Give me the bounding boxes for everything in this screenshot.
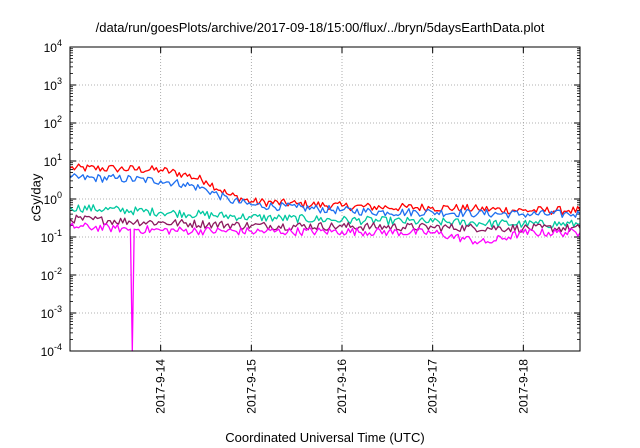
plot-frame [69,46,581,352]
x-tick-label: 2017-9-15 [244,359,258,414]
x-axis-label: Coordinated Universal Time (UTC) [225,430,425,445]
y-tick-label: 10-2 [41,266,62,283]
y-axis-label: cGy/day [28,173,44,222]
series-line-4 [69,214,581,233]
series-line-5 [69,222,581,352]
y-tick-label: 10-3 [41,304,62,321]
y-tick-label: 10-1 [41,228,62,245]
x-tick-label: 2017-9-17 [426,359,440,414]
y-tick-label: 100 [44,190,62,207]
x-tick-label: 2017-9-16 [335,359,349,414]
x-tick-label: 2017-9-18 [516,359,530,414]
series-line-3 [69,204,581,229]
y-tick-label: 103 [44,76,62,93]
chart-title: /data/run/goesPlots/archive/2017-09-18/1… [95,20,545,35]
y-tick-label: 101 [44,152,62,169]
y-tick-label: 10-4 [41,342,62,359]
x-tick-label: 2017-9-14 [154,359,168,414]
series-line-2 [69,173,581,219]
y-tick-label: 102 [44,114,62,131]
y-tick-label: 104 [44,38,62,55]
series-line-1 [69,163,581,216]
